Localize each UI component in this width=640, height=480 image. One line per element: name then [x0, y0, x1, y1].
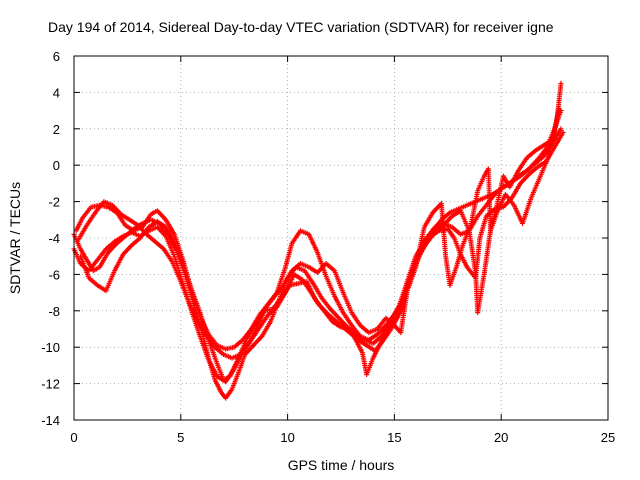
x-tick-label: 0 — [70, 430, 77, 445]
y-tick-label: -6 — [48, 267, 60, 282]
x-tick-label: 20 — [494, 430, 508, 445]
y-tick-label: 0 — [53, 158, 60, 173]
x-tick-label: 5 — [177, 430, 184, 445]
series-trace-a — [71, 126, 564, 401]
x-axis-label: GPS time / hours — [288, 457, 395, 473]
y-tick-label: 2 — [53, 122, 60, 137]
data-series — [71, 80, 566, 401]
data-point — [560, 129, 566, 135]
x-tick-label: 15 — [387, 430, 401, 445]
x-tick-label: 25 — [601, 430, 615, 445]
y-tick-label: -2 — [48, 195, 60, 210]
x-tick-label: 10 — [280, 430, 294, 445]
y-axis-label: SDTVAR / TECUs — [7, 182, 23, 294]
data-point — [556, 106, 562, 112]
grid — [74, 56, 608, 420]
y-tick-label: -8 — [48, 304, 60, 319]
axis-ticks: 0 5 10 15 20 25 -14 -12 -10 -8 -6 -4 -2 0 2 4 6 — [41, 49, 615, 445]
y-tick-label: -10 — [41, 340, 60, 355]
chart-title: Day 194 of 2014, Sidereal Day-to-day VTE… — [48, 19, 554, 35]
data-point — [558, 80, 564, 86]
y-tick-label: -4 — [48, 231, 60, 246]
data-point — [558, 126, 564, 132]
series-trace-e — [77, 106, 562, 383]
y-tick-label: 4 — [53, 85, 60, 100]
plot-frame — [73, 55, 609, 421]
y-tick-label: -14 — [41, 413, 60, 428]
y-tick-label: 6 — [53, 49, 60, 64]
y-tick-label: -12 — [41, 377, 60, 392]
